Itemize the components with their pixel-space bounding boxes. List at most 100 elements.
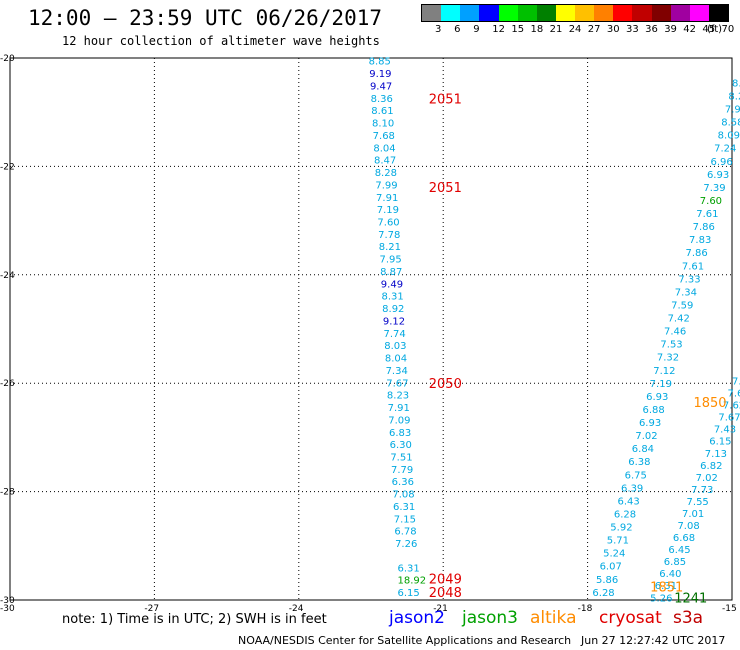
track-b-swh-point: 7.46 — [664, 327, 686, 338]
map-axis-ticks: -30 -27 -24 -21 -18 -15 -20 -22 -24 -26 -28 -30 — [0, 54, 737, 614]
track-a-swh-point: 7.26 — [395, 539, 417, 550]
mission-altika: altika — [530, 608, 577, 628]
map-frame — [9, 57, 733, 601]
legend-swatch — [632, 5, 652, 21]
track-b-swh-point: 6.75 — [625, 470, 647, 481]
track-c-swh-point: 7.62 — [723, 401, 740, 412]
track-b-swh-point: 5.92 — [610, 523, 632, 534]
track-a-swh-point: 7.79 — [391, 465, 413, 476]
track-a-swh-point: 8.23 — [387, 391, 409, 402]
legend-swatch — [536, 5, 556, 21]
jason3-pass-number: 1241 — [674, 591, 707, 606]
track-a-swh-point: 8.04 — [385, 354, 407, 365]
track-b-swh-point: 7.24 — [714, 144, 736, 155]
track-c-swh-point: 7.02 — [696, 473, 718, 484]
track-b-swh-point: 6.28 — [592, 588, 614, 599]
legend-label: 70 — [721, 24, 735, 35]
legend-label: 9 — [473, 24, 480, 35]
track-b-swh-point: 7.33 — [678, 274, 700, 285]
legend-label: 6 — [454, 24, 461, 35]
footer-note: note: 1) Time is in UTC; 2) SWH is in fe… — [62, 612, 327, 627]
track-a-swh-point: 7.09 — [388, 415, 410, 426]
legend-label: 18 — [530, 24, 544, 35]
track-a-swh-point: 9.12 — [383, 316, 405, 327]
mission-cryosat: cryosat — [599, 608, 662, 628]
legend-color-bar — [421, 4, 729, 22]
cryosat-pass-number: 2048 — [429, 586, 462, 601]
track-c-swh-point: 7.67 — [727, 389, 740, 400]
track-b-swh-point: 6.39 — [621, 483, 643, 494]
track-c-swh-point: 7.13 — [705, 449, 727, 460]
legend-swatch — [422, 5, 442, 21]
track-a-swh-point: 7.15 — [394, 514, 416, 525]
altika-pass-number: 1851 — [650, 580, 683, 595]
latitude-tick-label: -24 — [0, 271, 15, 281]
legend-labels: 3 6 9 12 15 18 21 24 27 30 33 36 39 42 45 70 (ft) — [421, 22, 734, 36]
track-c-swh-point: 7.5 — [732, 376, 740, 387]
track-b-swh-point: 7.53 — [660, 340, 682, 351]
legend-swatch — [689, 5, 709, 21]
track-a-swh-point: 8.10 — [372, 119, 394, 130]
track-b-swh-point: 7.59 — [671, 300, 693, 311]
track-b-swh-point: 6.28 — [614, 509, 636, 520]
legend-swatch — [708, 5, 728, 21]
track-b-swh-point: 6.93 — [707, 170, 729, 181]
map-grid — [9, 57, 733, 601]
track-a-swh-point: 8.31 — [381, 292, 403, 303]
track-a-swh-point: 9.47 — [370, 81, 392, 92]
track-a-swh-point: 6.78 — [394, 527, 416, 538]
track-a-swh-point: 7.60 — [377, 218, 399, 229]
track-b-swh-point: 7.83 — [689, 235, 711, 246]
track-a-swh-point: 8.87 — [380, 267, 402, 278]
cryosat-pass-number: 2049 — [429, 572, 462, 587]
generation-timestamp: Jun 27 12:27:42 UTC 2017 — [581, 634, 726, 647]
legend-swatch — [594, 5, 614, 21]
longitude-tick-label: -27 — [144, 604, 159, 614]
track-b-swh-point: 7.86 — [693, 222, 715, 233]
track-b-swh-point: 7.60 — [700, 196, 722, 207]
track-c-swh-point: 7.73 — [691, 485, 713, 496]
legend-swatch — [517, 5, 537, 21]
track-a-swh-point: 8.28 — [375, 168, 397, 179]
track-a-swh-point: 7.51 — [390, 453, 412, 464]
legend-unit: (ft) — [707, 24, 723, 35]
track-b-swh-point: 7.34 — [675, 287, 697, 298]
track-a-swh-point: 7.67 — [386, 378, 408, 389]
legend-swatch — [498, 5, 518, 21]
map-subtitle: 12 hour collection of altimeter wave hei… — [62, 34, 380, 48]
track-a-swh-point: 6.83 — [389, 428, 411, 439]
wave-height-legend: 3 6 9 12 15 18 21 24 27 30 33 36 39 42 45 70 (ft) — [421, 4, 734, 36]
track-a-swh-point: 7.19 — [377, 205, 399, 216]
track-a-swh-point: 7.91 — [388, 403, 410, 414]
wave-height-points: 8.859.199.478.368.618.107.688.048.478.28… — [369, 57, 740, 605]
track-a-swh-point: 8.85 — [369, 57, 391, 68]
legend-label: 36 — [645, 24, 658, 35]
track-a-swh-point: 7.99 — [375, 180, 397, 191]
track-a-swh-point: 6.31 — [393, 502, 415, 513]
mission-jason3: jason3 — [462, 608, 518, 628]
latitude-tick-label: -20 — [0, 54, 15, 64]
latitude-tick-label: -26 — [0, 379, 15, 389]
track-c-swh-point: 6.45 — [668, 545, 690, 556]
legend-label: 30 — [606, 24, 620, 35]
legend-swatch — [555, 5, 575, 21]
map-title: 12:00 – 23:59 UTC 06/26/2017 — [28, 6, 383, 30]
track-b-swh-point: 7.61 — [696, 209, 718, 220]
track-b-swh-point: 7.39 — [703, 183, 725, 194]
credit-line: NOAA/NESDIS Center for Satellite Applica… — [238, 634, 572, 647]
track-b-swh-point: 5.71 — [607, 536, 629, 547]
track-c-swh-point: 6.82 — [700, 461, 722, 472]
track-a-swh-point: 7.68 — [373, 131, 395, 142]
track-c-swh-point: 7.08 — [677, 521, 699, 532]
track-b-swh-point: 7.61 — [682, 261, 704, 272]
track-b-swh-point: 6.84 — [632, 444, 654, 455]
legend-swatch — [651, 5, 671, 21]
legend-swatch — [479, 5, 499, 21]
track-b-swh-point: 5.86 — [596, 575, 618, 586]
track-b-swh-point: 8.6 — [732, 78, 740, 89]
track-c-swh-point: 6.68 — [673, 533, 695, 544]
track-a-swh-point: 7.34 — [386, 366, 408, 377]
track-b-swh-point: 6.07 — [600, 562, 622, 573]
track-a-swh-point: 6.30 — [390, 440, 412, 451]
